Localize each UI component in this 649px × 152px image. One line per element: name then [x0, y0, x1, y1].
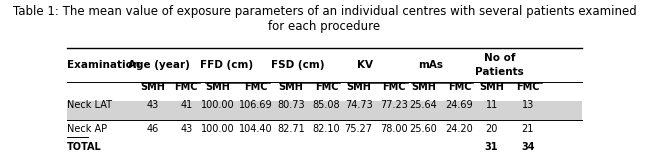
Text: 25.60: 25.60: [410, 124, 437, 134]
Text: FMC: FMC: [175, 82, 198, 92]
Text: SMH: SMH: [205, 82, 230, 92]
Text: 104.40: 104.40: [239, 124, 273, 134]
Text: SMH: SMH: [479, 82, 504, 92]
Text: FMC: FMC: [516, 82, 539, 92]
Text: SMH: SMH: [140, 82, 165, 92]
Text: 80.73: 80.73: [277, 100, 304, 110]
Text: SMH: SMH: [346, 82, 371, 92]
Text: 46: 46: [147, 124, 159, 134]
Text: No of: No of: [484, 53, 515, 63]
Text: KV: KV: [358, 60, 373, 70]
Text: FMC: FMC: [382, 82, 406, 92]
Text: 77.23: 77.23: [380, 100, 408, 110]
Text: Age (year): Age (year): [128, 60, 190, 70]
Text: Neck AP: Neck AP: [67, 124, 107, 134]
Text: 24.20: 24.20: [446, 124, 473, 134]
Text: SMH: SMH: [411, 82, 435, 92]
Text: 106.69: 106.69: [239, 100, 273, 110]
Text: FMC: FMC: [448, 82, 471, 92]
Text: FFD (cm): FFD (cm): [200, 60, 253, 70]
Text: 11: 11: [485, 100, 498, 110]
Text: 24.69: 24.69: [446, 100, 473, 110]
Text: 82.10: 82.10: [313, 124, 341, 134]
Text: 78.00: 78.00: [380, 124, 408, 134]
Text: TOTAL: TOTAL: [67, 142, 102, 152]
Text: Patients: Patients: [475, 67, 524, 77]
Text: 85.08: 85.08: [313, 100, 341, 110]
Text: 13: 13: [522, 100, 534, 110]
Text: Neck LAT: Neck LAT: [67, 100, 112, 110]
Text: 43: 43: [147, 100, 159, 110]
Text: SMH: SMH: [278, 82, 303, 92]
Text: 100.00: 100.00: [201, 100, 234, 110]
Bar: [67, 101, 582, 120]
Text: 100.00: 100.00: [201, 124, 234, 134]
Text: 21: 21: [522, 124, 534, 134]
Text: 20: 20: [485, 124, 498, 134]
Text: 31: 31: [485, 142, 498, 152]
Text: 25.64: 25.64: [410, 100, 437, 110]
Text: FMC: FMC: [245, 82, 268, 92]
Text: 75.27: 75.27: [345, 124, 373, 134]
Text: FMC: FMC: [315, 82, 338, 92]
Text: mAs: mAs: [418, 60, 443, 70]
Text: Examination: Examination: [67, 60, 140, 70]
Text: 82.71: 82.71: [277, 124, 305, 134]
Text: 34: 34: [521, 142, 535, 152]
Text: 41: 41: [180, 100, 193, 110]
Text: 74.73: 74.73: [345, 100, 373, 110]
Text: 43: 43: [180, 124, 193, 134]
Text: FSD (cm): FSD (cm): [271, 60, 325, 70]
Text: Table 1: The mean value of exposure parameters of an individual centres with sev: Table 1: The mean value of exposure para…: [12, 5, 637, 33]
